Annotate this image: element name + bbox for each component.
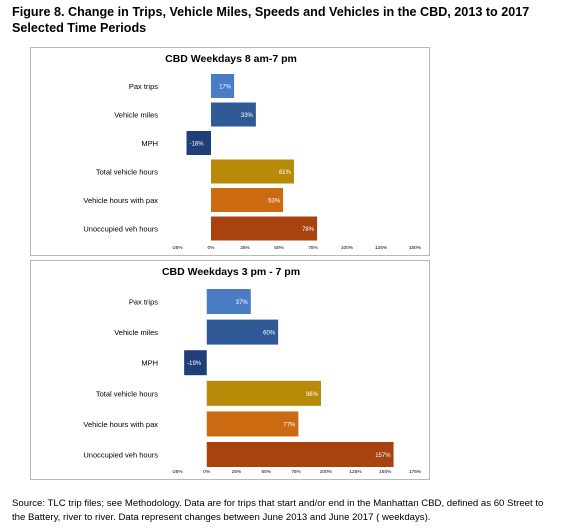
data-label: 37% [236, 300, 249, 306]
category-label: Vehicle hours with pax [83, 196, 158, 205]
x-tick-label: 75% [291, 469, 301, 475]
figure-title-line-2: Selected Time Periods [12, 21, 147, 35]
x-tick-label: 125% [375, 245, 388, 251]
category-label: MPH [141, 359, 158, 368]
category-label: Vehicle miles [114, 328, 158, 337]
chart-title: CBD Weekdays 8 am-7 pm [165, 53, 297, 65]
x-tick-label: 50% [261, 469, 271, 475]
x-tick-label: -25% [171, 245, 183, 251]
bar [211, 216, 318, 241]
category-label: Unoccupied veh hours [83, 225, 158, 234]
category-label: Vehicle miles [114, 111, 158, 120]
x-tick-label: 150% [379, 469, 392, 475]
bar [206, 442, 394, 467]
category-label: Total vehicle hours [96, 389, 158, 398]
chart-8am-7pm: CBD Weekdays 8 am-7 pm Pax trips 17% Vehicl… [83, 53, 422, 251]
data-label: -18% [190, 142, 205, 148]
category-label: Pax trips [129, 298, 158, 307]
chart-title: CBD Weekdays 3 pm - 7 pm [162, 266, 300, 278]
x-tick-label: 100% [341, 245, 354, 251]
data-label: 96% [306, 392, 319, 398]
bar [211, 159, 294, 184]
data-label: 61% [279, 170, 292, 176]
source-line-1: Source: TLC trip files; see Methodology.… [12, 498, 544, 509]
x-tick-label: 100% [320, 469, 333, 475]
data-label: 33% [241, 113, 254, 119]
x-tick-label: 25% [232, 469, 242, 475]
data-label: 157% [375, 453, 391, 459]
data-label: -19% [187, 361, 202, 367]
bar [206, 289, 251, 314]
category-label: Unoccupied veh hours [83, 451, 158, 460]
x-tick-label: -25% [171, 469, 183, 475]
x-tick-label: 0% [203, 469, 211, 475]
chart-panel-8am-7pm: CBD Weekdays 8 am-7 pm Pax trips 17% Vehicl… [30, 47, 430, 256]
figure-title-line-1: Figure 8. Change in Trips, Vehicle Miles… [12, 5, 530, 19]
bar [206, 319, 279, 345]
x-tick-label: 0% [208, 245, 216, 251]
data-label: 77% [283, 422, 296, 428]
data-label: 17% [219, 85, 232, 91]
chart-panel-3pm-7pm: CBD Weekdays 3 pm - 7 pm Pax trips 37% Vehi… [30, 260, 430, 480]
bar [211, 74, 235, 98]
category-label: MPH [141, 139, 158, 148]
bar [206, 411, 299, 437]
source-note: Source: TLC trip files; see Methodology.… [12, 497, 580, 525]
figure-title: Figure 8. Change in Trips, Vehicle Miles… [12, 4, 572, 36]
category-label: Pax trips [129, 82, 158, 91]
bar [186, 131, 211, 155]
data-label: 60% [263, 331, 276, 337]
x-tick-label: 125% [349, 469, 362, 475]
bar [206, 380, 321, 406]
source-line-2: the Battery, river to river. Data repres… [12, 512, 431, 523]
category-label: Vehicle hours with pax [83, 420, 158, 429]
category-label: Total vehicle hours [96, 168, 158, 177]
data-label: 53% [268, 199, 281, 205]
bar [211, 102, 256, 127]
chart-3pm-7pm: CBD Weekdays 3 pm - 7 pm Pax trips 37% Vehi… [83, 266, 422, 475]
x-tick-label: 50% [274, 245, 284, 251]
x-tick-label: 175% [409, 469, 422, 475]
bar [184, 350, 207, 376]
x-tick-label: 150% [409, 245, 422, 251]
x-tick-label: 25% [240, 245, 250, 251]
x-tick-label: 75% [308, 245, 318, 251]
data-label: 78% [302, 227, 315, 233]
bar [211, 188, 284, 212]
